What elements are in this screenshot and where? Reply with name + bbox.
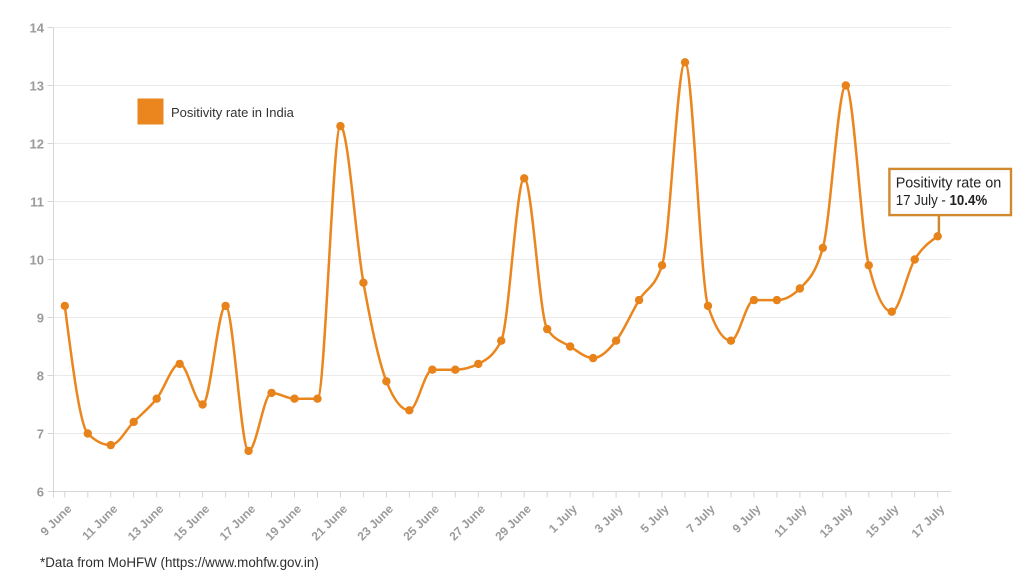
svg-text:7: 7 — [37, 427, 44, 442]
svg-text:9: 9 — [37, 311, 44, 326]
svg-text:*Data from MoHFW (https://www.: *Data from MoHFW (https://www.mohfw.gov.… — [40, 555, 319, 570]
svg-text:10: 10 — [30, 253, 44, 268]
svg-text:12: 12 — [30, 137, 44, 152]
svg-text:Positivity rate on: Positivity rate on — [896, 175, 1002, 191]
svg-text:11: 11 — [30, 195, 44, 210]
svg-text:13: 13 — [30, 79, 44, 94]
svg-text:14: 14 — [30, 21, 45, 36]
svg-text:6: 6 — [37, 485, 44, 500]
svg-text:Positivity rate in India: Positivity rate in India — [171, 105, 295, 120]
svg-text:8: 8 — [37, 369, 44, 384]
svg-text:17 July - 10.4%: 17 July - 10.4% — [896, 193, 988, 209]
